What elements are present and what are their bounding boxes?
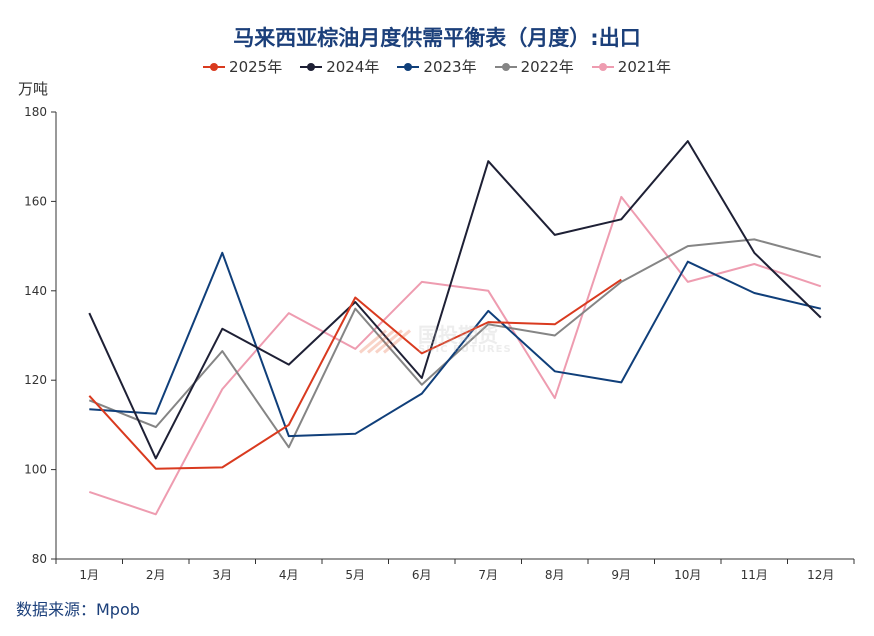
legend-label: 2024年 bbox=[326, 58, 380, 76]
x-tick-label: 10月 bbox=[674, 568, 701, 582]
legend-swatch-icon bbox=[494, 61, 517, 73]
x-tick-label: 9月 bbox=[611, 568, 631, 582]
legend-item[interactable]: 2025年 bbox=[203, 56, 282, 77]
x-tick-label: 1月 bbox=[79, 568, 99, 582]
legend-item[interactable]: 2022年 bbox=[494, 56, 574, 77]
x-tick-label: 11月 bbox=[741, 568, 768, 582]
legend-label: 2022年 bbox=[520, 58, 574, 76]
x-tick-label: 8月 bbox=[545, 568, 565, 582]
series-line-2021年 bbox=[88, 195, 822, 516]
series-line-2023年 bbox=[89, 251, 822, 438]
legend-item[interactable]: 2023年 bbox=[397, 56, 477, 77]
legend-swatch-icon bbox=[300, 61, 323, 73]
x-tick-label: 2月 bbox=[146, 568, 166, 582]
series-line-2025年 bbox=[88, 278, 622, 470]
legend-swatch-icon bbox=[397, 61, 420, 73]
y-tick-label: 80 bbox=[32, 552, 47, 566]
chart-legend: 2025年 2024年 2023年 2022年 2021年 bbox=[0, 56, 874, 77]
legend-label: 2021年 bbox=[617, 58, 671, 76]
legend-label: 2023年 bbox=[423, 58, 477, 76]
y-tick-label: 160 bbox=[24, 194, 47, 208]
legend-item[interactable]: 2024年 bbox=[300, 56, 379, 77]
chart-axes: 80 100 120 140 160 180 1月 2月 3月 4月 5月 6月 7月 8月 9月 10月 11… bbox=[24, 105, 855, 582]
chart-series bbox=[88, 140, 822, 516]
x-tick-label: 12月 bbox=[807, 568, 834, 582]
x-tick-label: 7月 bbox=[478, 568, 498, 582]
y-axis-unit-label: 万吨 bbox=[18, 80, 49, 98]
y-tick-label: 120 bbox=[24, 373, 47, 387]
x-tick-label: 5月 bbox=[345, 568, 365, 582]
legend-label: 2025年 bbox=[229, 58, 283, 76]
y-tick-label: 140 bbox=[24, 284, 47, 298]
x-tick-label: 4月 bbox=[279, 568, 299, 582]
legend-item[interactable]: 2021年 bbox=[591, 56, 671, 77]
series-line-2024年 bbox=[88, 140, 822, 460]
series-line-2022年 bbox=[88, 238, 822, 449]
x-tick-label: 3月 bbox=[212, 568, 232, 582]
legend-swatch-icon bbox=[203, 61, 226, 73]
legend-swatch-icon bbox=[591, 61, 614, 73]
data-source-note: 数据来源：Mpob bbox=[16, 600, 140, 619]
y-tick-label: 180 bbox=[24, 105, 47, 119]
chart-title: 马来西亚棕油月度供需平衡表（月度）:出口 bbox=[233, 26, 641, 50]
x-tick-label: 6月 bbox=[412, 568, 432, 582]
y-tick-label: 100 bbox=[24, 463, 47, 477]
